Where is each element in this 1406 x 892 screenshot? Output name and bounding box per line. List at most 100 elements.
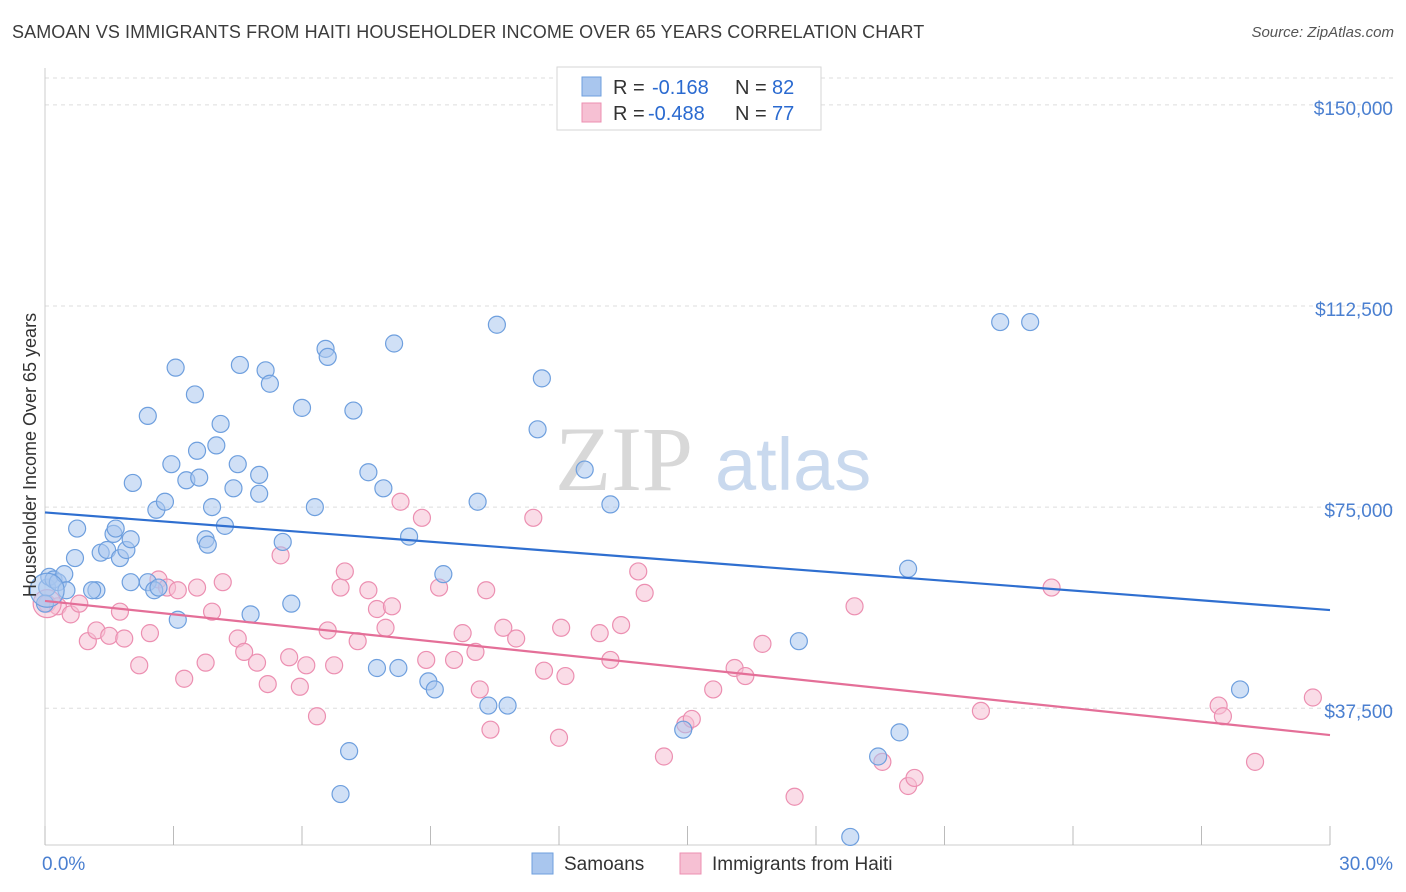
haiti-point [534,661,554,680]
samoans-point [305,497,324,517]
y-tick-label: $37,500 [1324,702,1393,723]
haiti-point [524,508,543,527]
legend-swatch-samoans [581,76,602,97]
samoans-point [121,530,140,549]
samoans-point [187,441,207,460]
samoans-point [250,465,269,485]
watermark-zip: ZIP [555,408,693,510]
samoans-point [162,455,181,474]
haiti-point [590,624,609,643]
haiti-point [196,653,215,672]
samoans-point [318,347,337,367]
haiti-point [453,624,472,643]
haiti-point [612,615,631,635]
samoans-point [841,827,860,847]
samoans-point [224,479,243,498]
y-tick-labels: $37,500 $75,000 $112,500 $150,000 [1314,99,1393,723]
samoans-point [869,747,888,766]
samoans-point [344,401,363,420]
samoans-point [479,696,498,715]
haiti-point [175,669,194,688]
haiti-point [280,648,299,667]
samoans-point [83,581,102,600]
samoans-point [575,460,594,479]
samoans-point [68,519,87,538]
haiti-point [704,680,723,699]
samoans-point [789,632,808,651]
haiti-point [359,581,378,600]
legend-r-label-haiti: R = [613,103,645,125]
haiti-point [140,624,160,643]
samoans-point [29,572,65,608]
samoans-points [29,312,1250,847]
y-tick-label: $150,000 [1314,99,1393,120]
axes [44,68,1331,846]
samoans-point [389,658,408,678]
samoans-point [890,723,909,742]
samoans-point [1230,680,1250,699]
legend-r-label-samoans: R = [613,77,645,99]
haiti-point [1245,752,1265,771]
haiti-point [549,728,569,747]
haiti-point [417,650,436,670]
haiti-point [845,597,864,616]
haiti-point [325,656,344,675]
haiti-point [235,642,254,662]
chart-source: Source: ZipAtlas.com [1251,24,1394,41]
haiti-point [785,787,804,806]
samoans-point [185,385,205,404]
haiti-point [654,747,674,766]
correlation-legend: R = -0.168 N = 82 R = -0.488 N = 77 [556,66,822,131]
samoans-point [166,358,185,377]
haiti-point [470,680,489,699]
haiti-point [202,602,222,621]
legend-n-value-samoans: 82 [772,77,794,99]
samoans-point [468,492,487,511]
bottom-legend-label-haiti: Immigrants from Haiti [712,854,893,875]
legend-n-value-haiti: 77 [772,103,794,125]
samoans-point [198,535,217,554]
samoans-point [340,742,359,761]
samoans-point [228,455,247,474]
samoans-point [487,315,506,334]
samoans-point [211,414,230,434]
samoans-point [898,559,918,578]
samoans-point [367,658,387,678]
legend-n-label-haiti: N = [735,103,767,125]
y-tick-label: $112,500 [1315,300,1393,321]
haiti-point [290,677,309,696]
samoans-point [434,565,453,584]
samoans-point [1021,312,1040,332]
haiti-point [466,642,485,662]
bottom-legend-swatch-haiti [679,852,702,875]
samoans-point [98,540,117,560]
haiti-point [629,562,648,581]
samoans-point [359,463,378,482]
trend-lines [44,511,1331,737]
samoans-point [155,492,175,511]
haiti-points [32,492,1322,806]
samoans-point [282,594,301,613]
samoans-point [528,420,547,439]
haiti-point [187,578,207,597]
samoans-point [674,720,693,739]
samoans-point [292,398,312,417]
haiti-point [556,666,575,686]
samoans-point [399,527,419,546]
samoans-point [65,548,85,568]
samoans-point [498,696,517,715]
watermark: ZIP atlas [555,408,871,510]
samoans-point [202,497,222,517]
samoans-point [991,312,1010,332]
haiti-point [376,618,395,637]
haiti-point [110,602,130,621]
haiti-point [481,720,500,739]
y-axis-label: Householder Income Over 65 years [20,313,40,597]
haiti-point [258,674,277,694]
samoans-point [121,573,140,592]
samoans-point [123,473,142,493]
haiti-point [905,768,924,788]
samoans-point [425,680,444,699]
chart-title: SAMOAN VS IMMIGRANTS FROM HAITI HOUSEHOL… [12,22,925,42]
